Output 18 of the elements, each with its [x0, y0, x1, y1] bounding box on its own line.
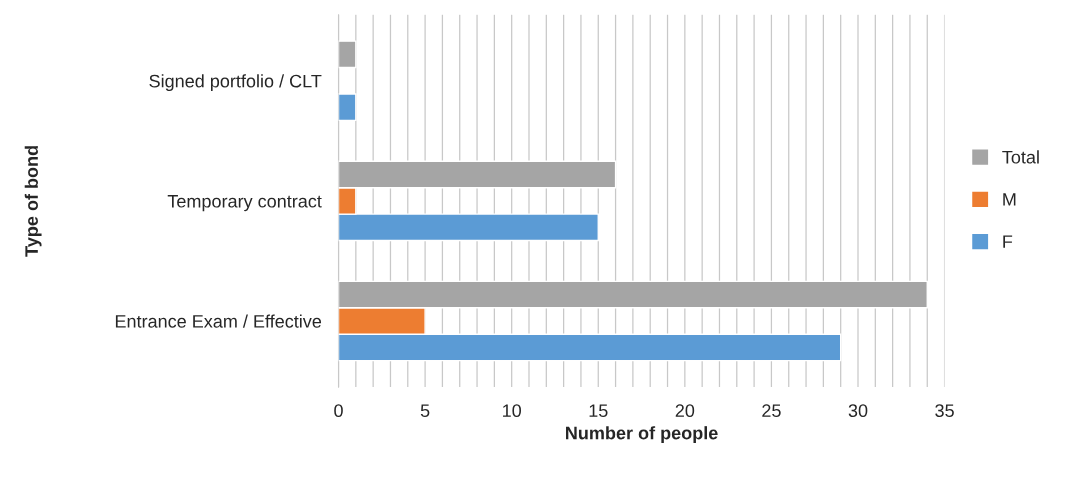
y-axis-title: Type of bond: [24, 146, 42, 257]
x-tick-label: 0: [334, 404, 343, 418]
legend-label: M: [1003, 193, 1016, 206]
x-axis-title: Number of people: [566, 426, 718, 443]
x-tick-label: 5: [420, 404, 430, 418]
legend-label: F: [1003, 235, 1013, 248]
y-tick-label: Entrance Exam / Effective: [115, 314, 322, 328]
x-tick-label: 20: [675, 404, 695, 418]
y-tick-label: Temporary contract: [167, 195, 322, 212]
x-tick-label: 10: [503, 404, 522, 418]
bar: [338, 40, 357, 69]
x-tick-label: 25: [762, 404, 781, 418]
legend-label: Total: [1002, 150, 1039, 164]
x-tick-label: 35: [935, 404, 954, 418]
y-tick-label: Signed portfolio / CLT: [149, 74, 322, 92]
bar: [338, 93, 357, 122]
x-tick-label: 15: [589, 404, 608, 418]
x-tick-label: 30: [848, 404, 868, 418]
